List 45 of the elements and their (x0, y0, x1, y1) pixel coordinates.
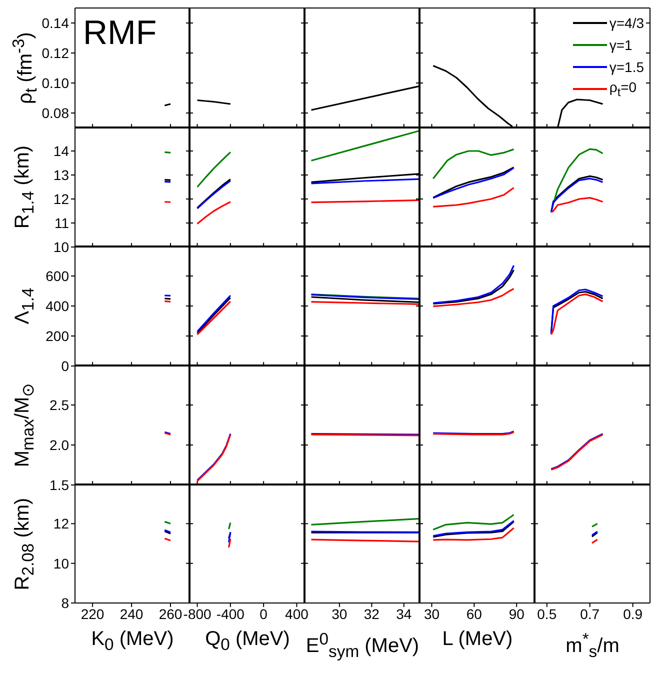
x-tick-label: 0.5 (537, 606, 557, 622)
x-tick-label: 0 (260, 606, 268, 622)
x-tick-label: 0.9 (623, 606, 643, 622)
y-tick-label: 2.5 (50, 396, 70, 413)
x-tick-label: -400 (216, 606, 245, 622)
legend-label: γ=4/3 (609, 15, 644, 31)
legend-label: γ=1 (609, 37, 632, 53)
y-tick-label: 1.5 (50, 476, 70, 493)
x-axis-title: E$^{0}$$_{sym}$ (MeV) (306, 629, 420, 661)
x-tick-label: 34 (396, 606, 412, 622)
x-tick-label: 30 (332, 606, 348, 622)
x-tick-label: 30 (424, 606, 440, 622)
y-tick-label: 10 (53, 238, 70, 255)
x-tick-label: -800 (183, 606, 212, 622)
y-tick-label: 0.10 (42, 74, 70, 91)
y-tick-label: 400 (46, 298, 70, 314)
x-tick-label: 0.7 (580, 606, 600, 622)
y-tick-label: 8 (61, 594, 70, 611)
legend-label: ρ$_{t}$=0 (609, 79, 637, 99)
y-tick-label: 0 (61, 358, 70, 374)
x-tick-label: 32 (364, 606, 380, 622)
x-axis-title: m$^{*}$$_{s}$/m (566, 629, 620, 661)
x-tick-label: 220 (80, 606, 104, 622)
x-axis-title: L (MeV) (442, 628, 513, 650)
x-tick-label: 260 (158, 606, 182, 622)
x-tick-label: 240 (120, 606, 144, 622)
y-tick-label: 200 (46, 328, 70, 344)
x-axis-title: Q$_{0}$ (MeV) (205, 628, 290, 654)
x-axis-title: K$_{0}$ (MeV) (91, 628, 174, 654)
y-tick-label: 2.0 (50, 436, 70, 453)
x-tick-label: 90 (508, 606, 525, 622)
x-tick-label: 60 (466, 606, 482, 622)
annotation: RMF (83, 14, 157, 52)
y-tick-label: 12 (53, 516, 70, 532)
y-tick-label: 12 (53, 190, 70, 207)
y-tick-label: 10 (53, 555, 70, 572)
y-tick-label: 0.14 (42, 14, 70, 31)
y-tick-label: 13 (53, 166, 70, 183)
y-tick-label: 0.12 (42, 44, 70, 61)
y-tick-label: 0.08 (42, 104, 70, 121)
x-tick-label: 400 (285, 606, 309, 622)
legend-label: γ=1.5 (609, 59, 644, 75)
y-tick-label: 600 (46, 268, 70, 284)
y-tick-label: 14 (53, 142, 70, 159)
y-tick-label: 11 (54, 214, 70, 231)
